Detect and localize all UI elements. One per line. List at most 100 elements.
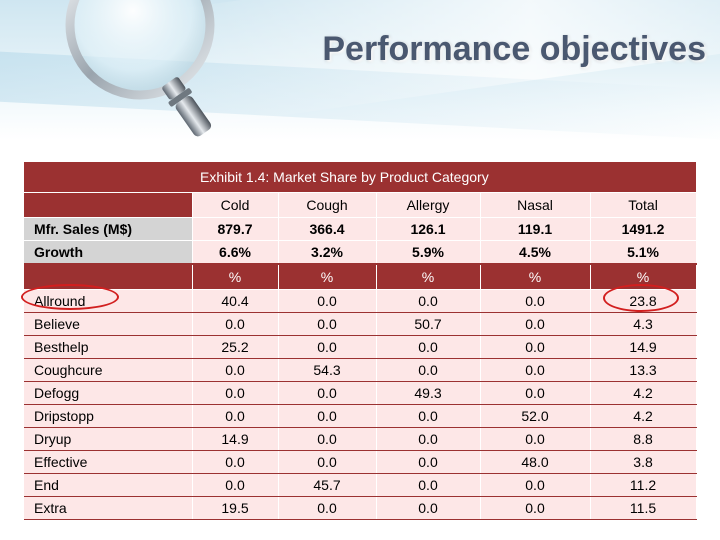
row-label: Coughcure bbox=[24, 358, 193, 382]
header-blank-cell bbox=[24, 192, 193, 218]
row-label: Effective bbox=[24, 450, 193, 474]
row-label: Dryup bbox=[24, 427, 193, 451]
table-cell: 0.0 bbox=[278, 450, 377, 474]
table-cell: 0.0 bbox=[376, 496, 481, 520]
table-cell: 0.0 bbox=[480, 473, 591, 497]
table-cell: 0.0 bbox=[278, 335, 377, 359]
table-cell: 52.0 bbox=[480, 404, 591, 428]
table-cell: 0.0 bbox=[192, 358, 279, 382]
column-header: Cough bbox=[278, 192, 377, 218]
row-label: Extra bbox=[24, 496, 193, 520]
table-title-spacer bbox=[24, 162, 192, 193]
table-cell: 0.0 bbox=[376, 473, 481, 497]
row-label: End bbox=[24, 473, 193, 497]
magnifier-icon bbox=[65, 0, 215, 137]
table-cell: 0.0 bbox=[192, 312, 279, 336]
table-cell: 0.0 bbox=[376, 289, 481, 313]
table-title: Exhibit 1.4: Market Share by Product Cat… bbox=[192, 162, 697, 193]
table-cell: 6.6% bbox=[192, 240, 279, 265]
table-cell: 13.3 bbox=[590, 358, 697, 382]
unit-cell: % bbox=[376, 264, 481, 290]
table-cell: 4.2 bbox=[590, 404, 697, 428]
table-row: Effective 0.0 0.0 0.0 48.0 3.8 bbox=[24, 450, 697, 474]
table-cell: 8.8 bbox=[590, 427, 697, 451]
table-cell: 48.0 bbox=[480, 450, 591, 474]
row-label: Believe bbox=[24, 312, 193, 336]
column-header: Cold bbox=[192, 192, 279, 218]
table-cell: 49.3 bbox=[376, 381, 481, 405]
table-cell: 19.5 bbox=[192, 496, 279, 520]
table-cell: 40.4 bbox=[192, 289, 279, 313]
market-share-table: Exhibit 1.4: Market Share by Product Cat… bbox=[24, 162, 697, 520]
table-cell: 3.2% bbox=[278, 240, 377, 265]
growth-row: Growth 6.6% 3.2% 5.9% 4.5% 5.1% bbox=[24, 240, 697, 265]
sales-row: Mfr. Sales (M$) 879.7 366.4 126.1 119.1 … bbox=[24, 217, 697, 241]
unit-cell: % bbox=[192, 264, 279, 290]
table-cell: 3.8 bbox=[590, 450, 697, 474]
table-cell: 54.3 bbox=[278, 358, 377, 382]
column-header-row: Cold Cough Allergy Nasal Total bbox=[24, 192, 697, 218]
table-cell: 0.0 bbox=[376, 450, 481, 474]
table-cell: 0.0 bbox=[480, 312, 591, 336]
table-cell: 4.2 bbox=[590, 381, 697, 405]
table-row: Dripstopp 0.0 0.0 0.0 52.0 4.2 bbox=[24, 404, 697, 428]
table-cell: 0.0 bbox=[278, 381, 377, 405]
table-cell: 11.2 bbox=[590, 473, 697, 497]
table-cell: 45.7 bbox=[278, 473, 377, 497]
row-label: Mfr. Sales (M$) bbox=[24, 217, 193, 241]
table-cell: 126.1 bbox=[376, 217, 481, 241]
row-label: Growth bbox=[24, 240, 193, 265]
column-header: Nasal bbox=[480, 192, 591, 218]
table-cell: 0.0 bbox=[278, 289, 377, 313]
table-cell: 0.0 bbox=[278, 312, 377, 336]
table-cell: 119.1 bbox=[480, 217, 591, 241]
table-cell: 0.0 bbox=[192, 473, 279, 497]
row-label: Defogg bbox=[24, 381, 193, 405]
table-row: End 0.0 45.7 0.0 0.0 11.2 bbox=[24, 473, 697, 497]
table-cell: 0.0 bbox=[278, 427, 377, 451]
table-cell: 0.0 bbox=[480, 496, 591, 520]
table-row: Dryup 14.9 0.0 0.0 0.0 8.8 bbox=[24, 427, 697, 451]
table-cell: 50.7 bbox=[376, 312, 481, 336]
table-cell: 4.5% bbox=[480, 240, 591, 265]
table-cell: 0.0 bbox=[376, 427, 481, 451]
table-cell: 0.0 bbox=[376, 358, 481, 382]
table-cell: 0.0 bbox=[192, 450, 279, 474]
table-cell: 25.2 bbox=[192, 335, 279, 359]
table-cell: 23.8 bbox=[590, 289, 697, 313]
table-cell: 14.9 bbox=[192, 427, 279, 451]
table-cell: 0.0 bbox=[480, 289, 591, 313]
unit-cell: % bbox=[480, 264, 591, 290]
table-title-row: Exhibit 1.4: Market Share by Product Cat… bbox=[24, 162, 697, 193]
table-cell: 4.3 bbox=[590, 312, 697, 336]
table-cell: 0.0 bbox=[376, 335, 481, 359]
column-header: Allergy bbox=[376, 192, 481, 218]
row-label: Besthelp bbox=[24, 335, 193, 359]
table-cell: 0.0 bbox=[192, 381, 279, 405]
page-title: Performance objectives bbox=[322, 30, 706, 68]
table-row: Coughcure 0.0 54.3 0.0 0.0 13.3 bbox=[24, 358, 697, 382]
table-cell: 0.0 bbox=[376, 404, 481, 428]
units-blank-cell bbox=[24, 264, 193, 290]
table-cell: 0.0 bbox=[278, 496, 377, 520]
table-cell: 11.5 bbox=[590, 496, 697, 520]
table-cell: 1491.2 bbox=[590, 217, 697, 241]
unit-cell: % bbox=[590, 264, 697, 290]
table-row: Allround 40.4 0.0 0.0 0.0 23.8 bbox=[24, 289, 697, 313]
table-row: Defogg 0.0 0.0 49.3 0.0 4.2 bbox=[24, 381, 697, 405]
table-cell: 5.1% bbox=[590, 240, 697, 265]
table-cell: 0.0 bbox=[192, 404, 279, 428]
table-row: Extra 19.5 0.0 0.0 0.0 11.5 bbox=[24, 496, 697, 520]
unit-cell: % bbox=[278, 264, 377, 290]
units-row: % % % % % bbox=[24, 264, 697, 290]
table-cell: 0.0 bbox=[480, 335, 591, 359]
column-header: Total bbox=[590, 192, 697, 218]
table-cell: 879.7 bbox=[192, 217, 279, 241]
table-cell: 0.0 bbox=[480, 381, 591, 405]
table-row: Believe 0.0 0.0 50.7 0.0 4.3 bbox=[24, 312, 697, 336]
table-cell: 5.9% bbox=[376, 240, 481, 265]
row-label: Dripstopp bbox=[24, 404, 193, 428]
table-cell: 0.0 bbox=[480, 427, 591, 451]
table-cell: 0.0 bbox=[480, 358, 591, 382]
table-cell: 14.9 bbox=[590, 335, 697, 359]
